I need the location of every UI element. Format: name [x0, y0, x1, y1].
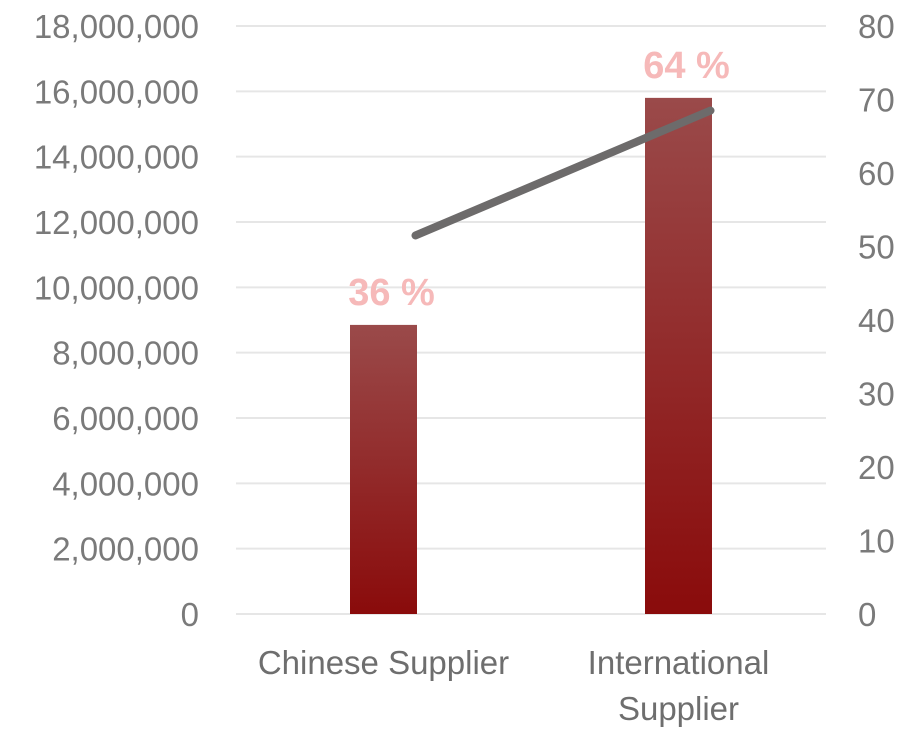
- category-label: Chinese Supplier: [258, 644, 509, 681]
- left-y-axis: 0 2,000,000 4,000,000 6,000,000 8,000,000 10,…: [34, 8, 199, 633]
- line-path: [411, 106, 715, 240]
- bar-series: [350, 97, 712, 614]
- right-tick-label: 10: [858, 523, 895, 560]
- bar: [645, 97, 712, 614]
- left-tick-label: 2,000,000: [52, 531, 199, 568]
- left-tick-label: 10,000,000: [34, 269, 199, 306]
- left-tick-label: 12,000,000: [34, 204, 199, 241]
- category-label: Supplier: [618, 690, 739, 727]
- right-y-axis: 0 10 20 30 40 50 60 70 80: [858, 8, 895, 633]
- left-tick-label: 14,000,000: [34, 139, 199, 176]
- left-tick-label: 8,000,000: [52, 335, 199, 372]
- bar-data-label: 64 %: [643, 45, 730, 87]
- bar: [350, 324, 417, 614]
- right-tick-label: 70: [858, 82, 895, 119]
- right-tick-label: 60: [858, 155, 895, 192]
- right-tick-label: 50: [858, 229, 895, 266]
- line-series: [411, 106, 715, 240]
- x-axis-categories: Chinese Supplier International Supplier: [258, 644, 769, 727]
- left-tick-label: 18,000,000: [34, 8, 199, 45]
- category-label: International: [588, 644, 770, 681]
- left-tick-label: 0: [181, 596, 199, 633]
- right-tick-label: 0: [858, 596, 876, 633]
- gridlines: [236, 25, 826, 615]
- left-tick-label: 4,000,000: [52, 465, 199, 502]
- right-tick-label: 80: [858, 8, 895, 45]
- right-tick-label: 30: [858, 376, 895, 413]
- left-tick-label: 16,000,000: [34, 73, 199, 110]
- bar-data-label: 36 %: [348, 272, 435, 314]
- data-labels: 36 % 64 %: [348, 45, 730, 314]
- right-tick-label: 20: [858, 449, 895, 486]
- right-tick-label: 40: [858, 302, 895, 339]
- left-tick-label: 6,000,000: [52, 400, 199, 437]
